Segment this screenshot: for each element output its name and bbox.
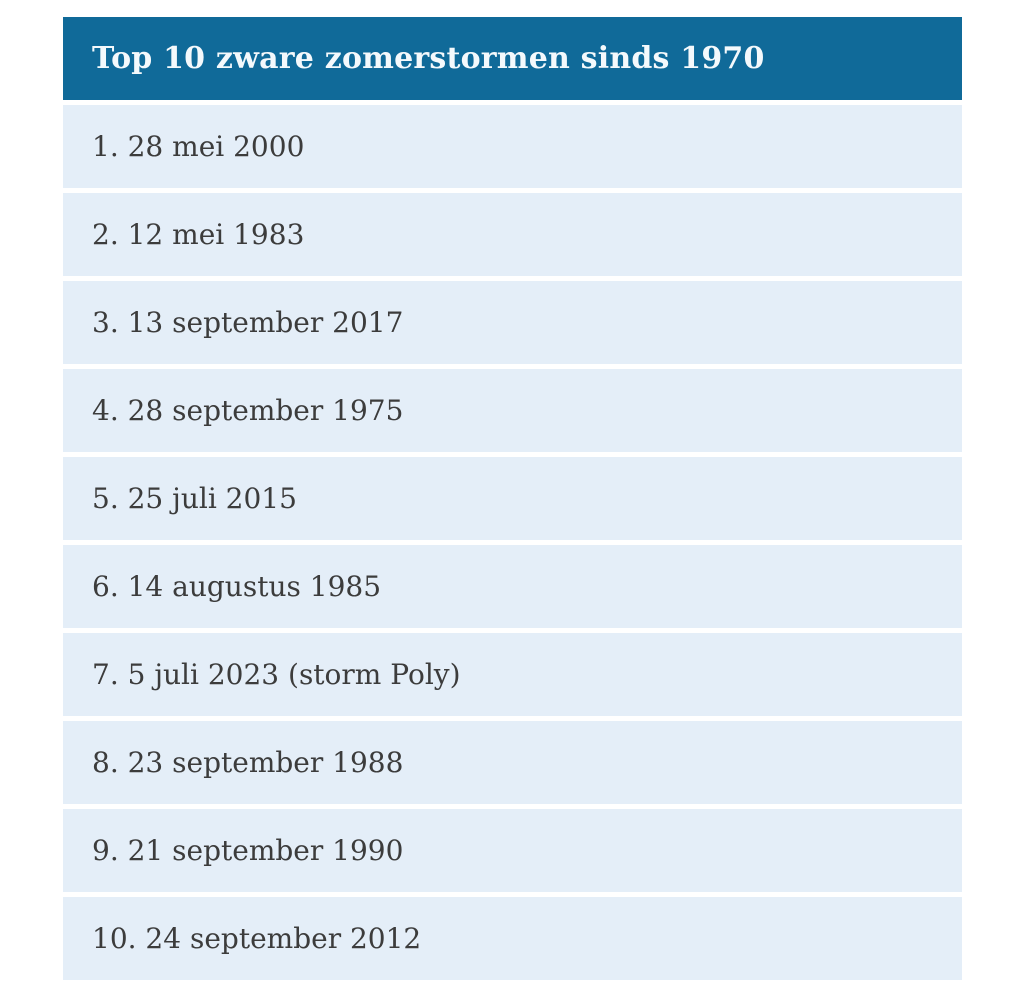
table-row: 2. 12 mei 1983 bbox=[63, 193, 962, 276]
table-row-label: 6. 14 augustus 1985 bbox=[92, 570, 382, 603]
table-row: 8. 23 september 1988 bbox=[63, 721, 962, 804]
table-row-label: 3. 13 september 2017 bbox=[92, 306, 404, 339]
table-row-label: 1. 28 mei 2000 bbox=[92, 130, 305, 163]
table-row: 1. 28 mei 2000 bbox=[63, 105, 962, 188]
table-row: 3. 13 september 2017 bbox=[63, 281, 962, 364]
table-row-label: 5. 25 juli 2015 bbox=[92, 482, 297, 515]
table-row: 9. 21 september 1990 bbox=[63, 809, 962, 892]
table-row-label: 4. 28 september 1975 bbox=[92, 394, 404, 427]
table-title: Top 10 zware zomerstormen sinds 1970 bbox=[92, 41, 765, 76]
table-header: Top 10 zware zomerstormen sinds 1970 bbox=[63, 17, 962, 100]
table-row: 7. 5 juli 2023 (storm Poly) bbox=[63, 633, 962, 716]
table-row: 4. 28 september 1975 bbox=[63, 369, 962, 452]
table-row: 5. 25 juli 2015 bbox=[63, 457, 962, 540]
table-row: 6. 14 augustus 1985 bbox=[63, 545, 962, 628]
storm-top10-table: Top 10 zware zomerstormen sinds 1970 1. … bbox=[63, 17, 962, 980]
table-row: 10. 24 september 2012 bbox=[63, 897, 962, 980]
table-row-label: 7. 5 juli 2023 (storm Poly) bbox=[92, 658, 461, 691]
table-row-label: 8. 23 september 1988 bbox=[92, 746, 404, 779]
table-row-label: 10. 24 september 2012 bbox=[92, 922, 422, 955]
table-row-label: 2. 12 mei 1983 bbox=[92, 218, 305, 251]
table-row-label: 9. 21 september 1990 bbox=[92, 834, 404, 867]
